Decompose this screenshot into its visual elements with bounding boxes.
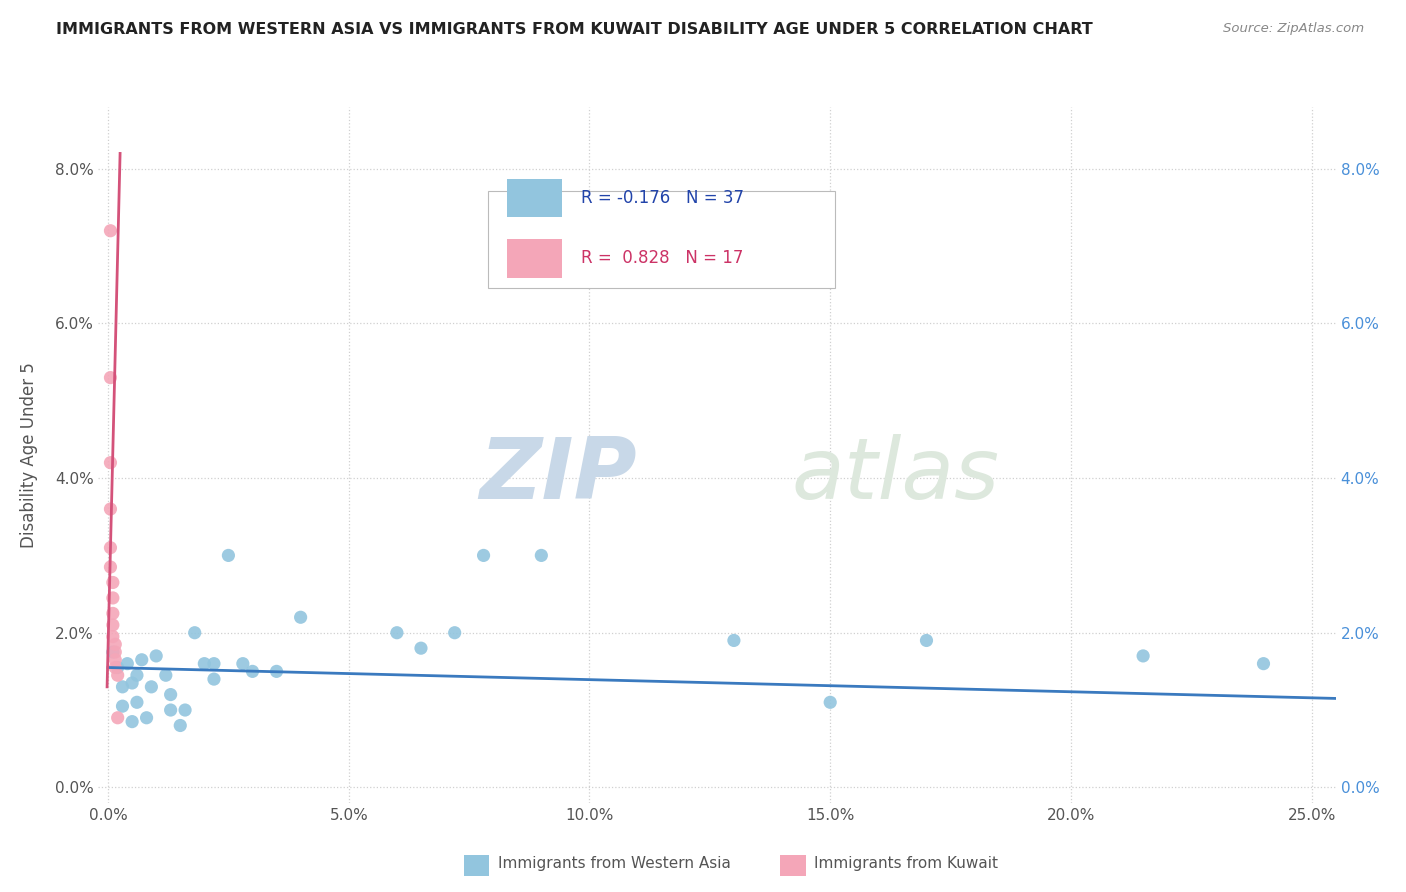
Point bbox=[159, 688, 181, 702]
Text: IMMIGRANTS FROM WESTERN ASIA VS IMMIGRANTS FROM KUWAIT DISABILITY AGE UNDER 5 CO: IMMIGRANTS FROM WESTERN ASIA VS IMMIGRAN… bbox=[56, 22, 1092, 37]
Point bbox=[107, 668, 129, 682]
Point bbox=[266, 665, 288, 679]
Point bbox=[472, 549, 495, 563]
Point bbox=[100, 370, 122, 384]
Text: R =  0.828   N = 17: R = 0.828 N = 17 bbox=[581, 250, 744, 268]
Point bbox=[101, 575, 124, 590]
Text: Immigrants from Western Asia: Immigrants from Western Asia bbox=[498, 856, 731, 871]
Point bbox=[101, 645, 124, 659]
Point bbox=[202, 672, 225, 686]
Point bbox=[217, 549, 239, 563]
Point bbox=[100, 502, 122, 516]
Point bbox=[183, 625, 205, 640]
Point bbox=[104, 637, 127, 651]
Point bbox=[101, 591, 124, 605]
Point bbox=[530, 549, 553, 563]
Point bbox=[100, 224, 122, 238]
Point bbox=[174, 703, 197, 717]
Y-axis label: Disability Age Under 5: Disability Age Under 5 bbox=[20, 362, 38, 548]
Point bbox=[101, 607, 124, 621]
Point bbox=[111, 680, 134, 694]
Point bbox=[818, 695, 841, 709]
Point bbox=[121, 714, 143, 729]
Point bbox=[141, 680, 163, 694]
Point bbox=[125, 668, 148, 682]
Point bbox=[101, 630, 124, 644]
Point bbox=[100, 560, 122, 574]
Point bbox=[155, 668, 177, 682]
Point bbox=[131, 653, 153, 667]
Point bbox=[107, 660, 129, 674]
Point bbox=[104, 653, 127, 667]
Point bbox=[100, 456, 122, 470]
Point bbox=[145, 648, 167, 663]
Point bbox=[915, 633, 938, 648]
FancyBboxPatch shape bbox=[506, 239, 562, 277]
Point bbox=[100, 541, 122, 555]
Point bbox=[125, 695, 148, 709]
Point bbox=[443, 625, 465, 640]
Text: atlas: atlas bbox=[792, 434, 1000, 517]
Point bbox=[135, 711, 157, 725]
Point bbox=[169, 718, 191, 732]
FancyBboxPatch shape bbox=[488, 191, 835, 288]
Point bbox=[242, 665, 264, 679]
Point bbox=[202, 657, 225, 671]
Point bbox=[1253, 657, 1275, 671]
Point bbox=[723, 633, 745, 648]
Point bbox=[117, 657, 139, 671]
Point bbox=[385, 625, 408, 640]
Point bbox=[101, 618, 124, 632]
Point bbox=[232, 657, 254, 671]
Point bbox=[104, 660, 127, 674]
Point bbox=[193, 657, 215, 671]
Point bbox=[159, 703, 181, 717]
Point bbox=[111, 699, 134, 714]
Point bbox=[1132, 648, 1154, 663]
Point bbox=[104, 645, 127, 659]
Text: R = -0.176   N = 37: R = -0.176 N = 37 bbox=[581, 189, 744, 207]
Point bbox=[409, 641, 432, 656]
Text: Immigrants from Kuwait: Immigrants from Kuwait bbox=[814, 856, 998, 871]
Point bbox=[121, 676, 143, 690]
Text: Source: ZipAtlas.com: Source: ZipAtlas.com bbox=[1223, 22, 1364, 36]
Text: ZIP: ZIP bbox=[479, 434, 637, 517]
Point bbox=[290, 610, 312, 624]
Point bbox=[107, 711, 129, 725]
FancyBboxPatch shape bbox=[506, 178, 562, 217]
